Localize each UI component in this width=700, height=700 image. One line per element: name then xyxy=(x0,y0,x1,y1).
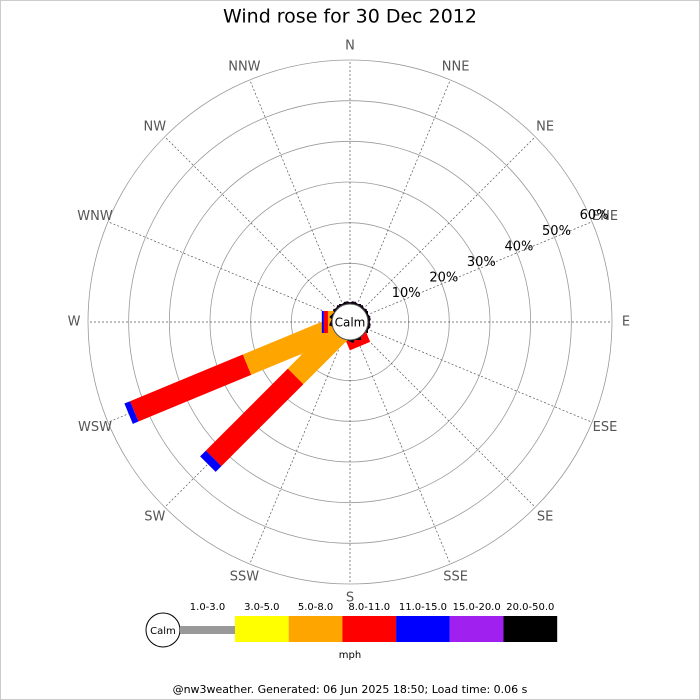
footer: @nw3weather. Generated: 06 Jun 2025 18:5… xyxy=(173,683,528,696)
bar-segment xyxy=(323,311,328,333)
spoke xyxy=(362,334,536,508)
legend-swatch xyxy=(235,616,289,642)
direction-label: NW xyxy=(144,119,167,134)
ring xyxy=(168,140,532,504)
calm-circle xyxy=(331,303,369,341)
direction-label: SSE xyxy=(443,569,468,584)
legend-label: 15.0-20.0 xyxy=(453,602,501,613)
direction-label: SW xyxy=(144,510,165,525)
legend-label: 3.0-5.0 xyxy=(244,602,279,613)
unit-label: mph xyxy=(339,650,361,661)
bar-segment xyxy=(124,401,139,424)
direction-label: SE xyxy=(537,510,553,525)
legend-label: 8.0-11.0 xyxy=(348,602,390,613)
legend-swatch xyxy=(288,616,343,642)
direction-label: W xyxy=(68,315,81,330)
legend-swatch xyxy=(449,616,504,642)
spoke xyxy=(249,79,344,306)
ring-label: 40% xyxy=(504,239,533,254)
direction-label: NNE xyxy=(442,60,470,75)
legend-calm-label: Calm xyxy=(150,626,176,637)
ring-label: 50% xyxy=(542,224,571,239)
legend-label: 11.0-15.0 xyxy=(399,602,447,613)
direction-label: WNW xyxy=(77,209,113,224)
legend-swatch xyxy=(503,616,558,642)
spoke xyxy=(356,338,451,565)
spoke xyxy=(366,328,593,423)
bar-segment xyxy=(200,450,222,472)
direction-label: WSW xyxy=(78,420,112,435)
spoke xyxy=(356,79,451,306)
bar-segment xyxy=(205,368,304,467)
direction-label: ENE xyxy=(592,209,618,224)
direction-label: ESE xyxy=(593,420,618,435)
legend-swatch xyxy=(180,626,235,634)
direction-label: NNW xyxy=(228,60,260,75)
legend-label: 20.0-50.0 xyxy=(506,602,554,613)
ring-label: 60% xyxy=(580,208,609,223)
spoke xyxy=(164,136,338,310)
bar-segment xyxy=(321,311,324,333)
direction-label: S xyxy=(346,591,354,606)
calm-label: Calm xyxy=(335,316,366,330)
spoke xyxy=(107,221,334,316)
direction-label: SSW xyxy=(230,569,260,584)
legend-swatch xyxy=(396,616,450,642)
legend-label: 1.0-3.0 xyxy=(190,602,225,613)
ring xyxy=(128,100,572,544)
legend-label: 5.0-8.0 xyxy=(298,602,333,613)
ring-label: 30% xyxy=(467,255,496,270)
ring-label: 10% xyxy=(392,286,421,301)
legend-swatch xyxy=(342,616,397,642)
spoke xyxy=(249,338,344,565)
spoke xyxy=(362,136,536,310)
ring-label: 20% xyxy=(429,270,458,285)
direction-label: N xyxy=(345,39,355,54)
direction-label: NE xyxy=(536,119,554,134)
ring xyxy=(87,59,613,585)
spoke xyxy=(366,221,593,316)
bar-segment xyxy=(130,354,252,422)
direction-label: E xyxy=(622,315,630,330)
chart-title: Wind rose for 30 Dec 2012 xyxy=(223,6,477,28)
